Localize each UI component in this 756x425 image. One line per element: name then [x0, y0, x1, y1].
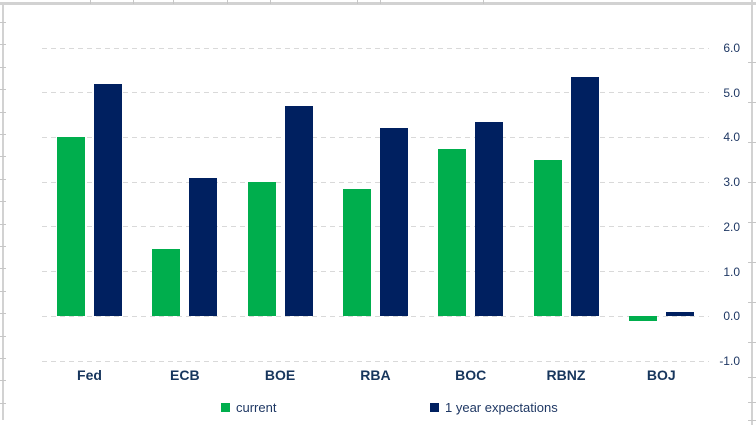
spreadsheet-gridline-stub	[0, 89, 6, 90]
spreadsheet-gridline-stub	[0, 44, 6, 45]
y-tick-label: 3.0	[723, 175, 740, 190]
plot-area	[42, 47, 709, 362]
spreadsheet-gridline-stub	[748, 402, 756, 403]
spreadsheet-gridline-stub	[0, 358, 6, 359]
spreadsheet-gridline-stub	[0, 67, 6, 68]
spreadsheet-gridline-stub	[0, 22, 6, 23]
y-tick-label: 0.0	[723, 309, 740, 324]
spreadsheet-gridline-stub	[0, 112, 6, 113]
spreadsheet-gridline-stub	[748, 62, 756, 63]
spreadsheet-gridline-stub	[0, 291, 6, 292]
bar-expectations-boe	[284, 106, 313, 317]
bar-current-boe	[247, 182, 276, 317]
spreadsheet-left-border	[2, 2, 4, 420]
x-category-label-boe: BOE	[264, 367, 296, 383]
x-category-label-fed: Fed	[77, 367, 102, 383]
spreadsheet-gridline-stub	[748, 377, 756, 378]
x-category-label-boc: BOC	[455, 367, 487, 383]
spreadsheet-gridline-stub	[0, 268, 6, 269]
x-category-label-rbnz: RBNZ	[546, 367, 586, 383]
gridline-y-4.0	[42, 136, 709, 138]
y-tick-label: 1.0	[723, 264, 740, 279]
y-tick-label: 4.0	[723, 130, 740, 145]
bar-expectations-rba	[379, 128, 408, 317]
y-tick-label: 6.0	[723, 41, 740, 55]
spreadsheet-gridline-stub	[173, 0, 174, 4]
bar-current-boj	[628, 316, 657, 321]
bar-expectations-boc	[475, 121, 504, 317]
bar-current-fed	[57, 137, 85, 317]
legend-item-expectations: 1 year expectations	[430, 400, 558, 415]
bar-expectations-rbnz	[570, 77, 599, 317]
spreadsheet-top-border	[0, 2, 756, 5]
x-category-label-boj: BOJ	[646, 367, 676, 383]
gridline-y-6.0	[42, 47, 709, 49]
spreadsheet-gridline-stub	[0, 224, 6, 225]
spreadsheet-gridline-stub	[483, 0, 484, 4]
spreadsheet-gridline-stub	[0, 380, 6, 381]
spreadsheet-gridline-stub	[748, 102, 756, 103]
y-tick-label: 5.0	[723, 85, 740, 100]
spreadsheet-gridline-stub	[748, 342, 756, 343]
spreadsheet-gridline-stub	[0, 179, 6, 180]
x-category-label-rba: RBA	[360, 367, 391, 383]
legend-label-current: current	[236, 400, 277, 415]
gridline-y-5.0	[42, 92, 709, 94]
spreadsheet-gridline-stub	[748, 182, 756, 183]
spreadsheet-gridline-stub	[270, 0, 271, 4]
spreadsheet-gridline-stub	[0, 134, 6, 135]
spreadsheet-gridline-stub	[748, 142, 756, 143]
spreadsheet-gridline-stub	[748, 420, 756, 421]
legend-item-current: current	[221, 400, 276, 415]
gridline-y-0.0	[42, 315, 709, 317]
gridline-y--1.0	[42, 360, 709, 362]
spreadsheet-gridline-stub	[133, 0, 134, 4]
legend-swatch-current-icon	[221, 403, 230, 412]
spreadsheet-gridline-stub	[0, 403, 6, 404]
spreadsheet-gridline-stub	[0, 336, 6, 337]
bar-current-rbnz	[533, 159, 562, 317]
spreadsheet-gridline-stub	[748, 302, 756, 303]
gridline-y-3.0	[42, 181, 709, 183]
spreadsheet-gridline-stub	[748, 262, 756, 263]
bar-current-ecb	[152, 249, 181, 317]
spreadsheet-gridline-stub	[0, 246, 6, 247]
spreadsheet-gridline-stub	[0, 201, 6, 202]
bar-expectations-fed	[94, 83, 122, 317]
spreadsheet-gridline-stub	[0, 313, 6, 314]
spreadsheet-gridline-stub	[0, 156, 6, 157]
x-category-label-ecb: ECB	[170, 367, 200, 383]
spreadsheet-gridline-stub	[90, 0, 91, 4]
spreadsheet-gridline-stub	[748, 222, 756, 223]
bar-current-rba	[342, 188, 371, 317]
bar-expectations-boj	[665, 311, 694, 317]
spreadsheet-gridline-stub	[380, 0, 381, 4]
spreadsheet-gridline-stub	[357, 0, 358, 4]
y-tick-label: 2.0	[723, 219, 740, 234]
gridline-y-1.0	[42, 271, 709, 273]
gridline-y-2.0	[42, 226, 709, 228]
y-tick-label: -1.0	[719, 354, 740, 368]
bar-expectations-ecb	[189, 177, 218, 317]
legend-swatch-expectations-icon	[430, 403, 439, 412]
bar-current-boc	[438, 148, 467, 317]
legend-label-expectations: 1 year expectations	[445, 400, 558, 415]
spreadsheet-gridline-stub	[227, 0, 228, 4]
spreadsheet-right-border	[751, 0, 753, 425]
